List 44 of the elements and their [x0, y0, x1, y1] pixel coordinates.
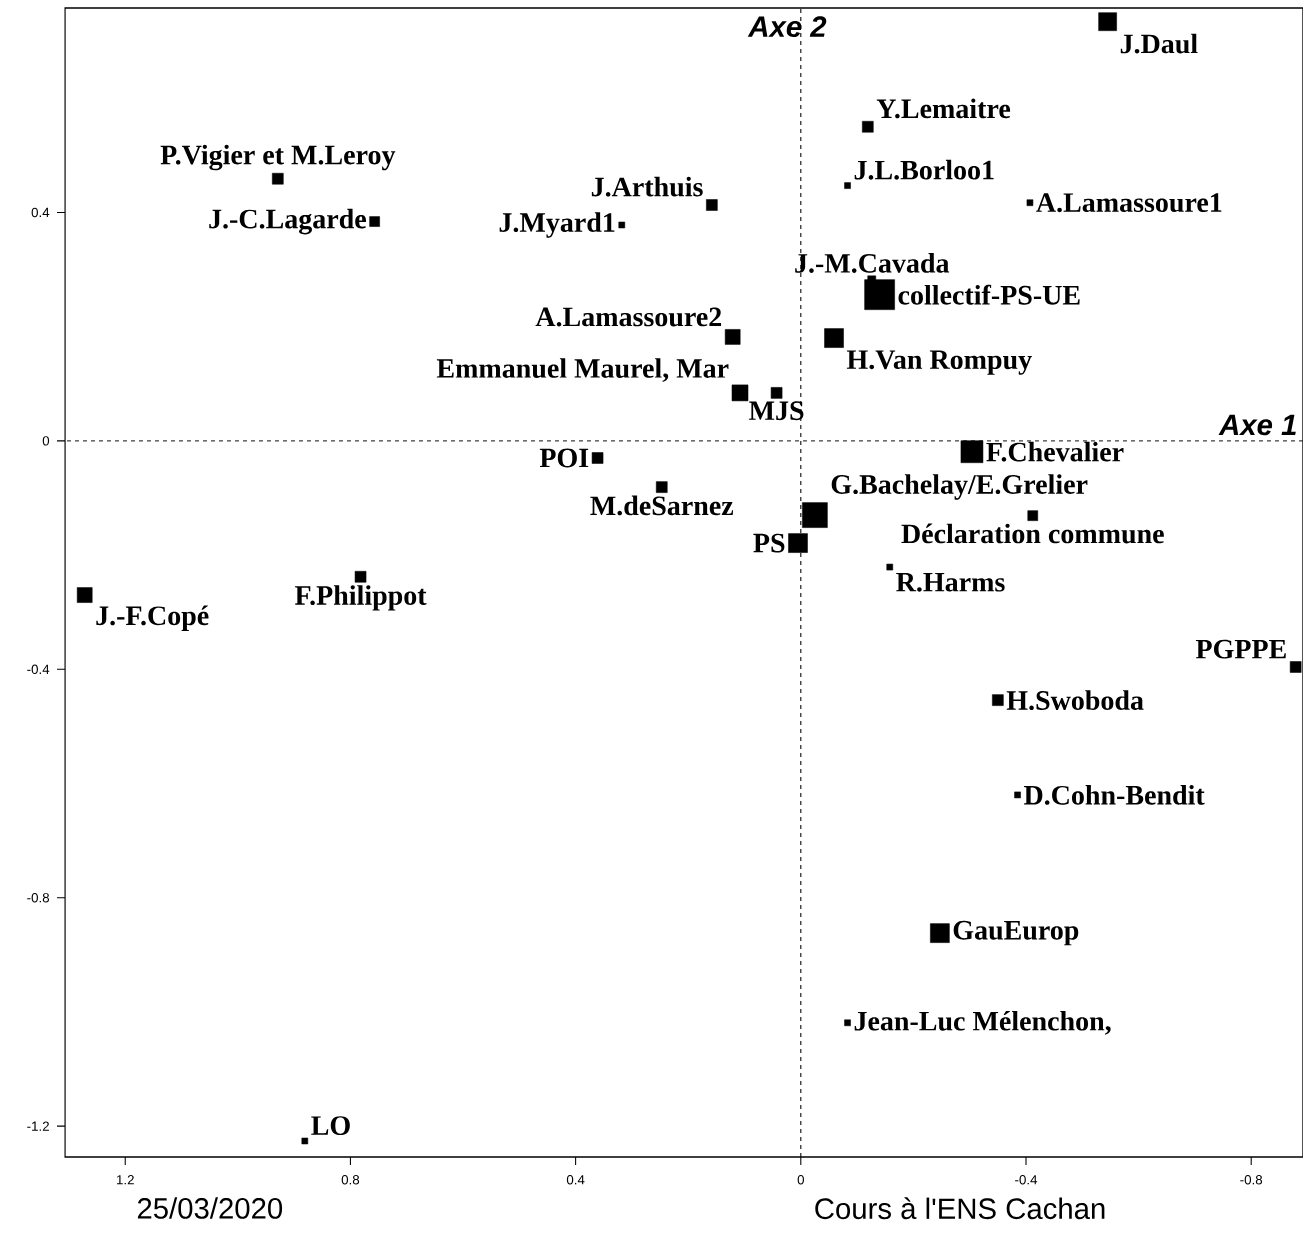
annotation: F.Philippot — [295, 585, 427, 611]
annotation: G.Bachelay/E.Grelier — [831, 474, 1088, 500]
annotation: LO — [311, 1116, 350, 1136]
annotation: P.Vigier et M.Leroy — [160, 144, 396, 171]
annotation: Y.Lemaitre — [876, 98, 1011, 119]
annotation: Déclaration commune — [901, 523, 1164, 544]
x-tick-label: 0.4 — [566, 1175, 585, 1185]
x-tick-label: -0.8 — [1240, 1175, 1263, 1185]
annotation: H.Swoboda — [1006, 690, 1144, 711]
y-tick-label: 0 — [42, 436, 50, 446]
y-tick-label: -0.4 — [27, 664, 50, 674]
annotation: F.Chevalier — [986, 441, 1124, 462]
annotation: J.-M.Cavada — [795, 253, 950, 273]
annotation: PS — [753, 533, 785, 553]
x-tick-label: 0 — [797, 1175, 804, 1185]
annotation: D.Cohn-Bendit — [1023, 785, 1205, 805]
annotation: PGPPE — [1195, 639, 1286, 659]
annotation: GauEurop — [953, 920, 1079, 946]
annotation: J.-F.Copé — [96, 605, 209, 631]
annotation: H.Van Rompuy — [846, 350, 1032, 375]
y-tick-label: 0.4 — [31, 207, 50, 218]
x-tick-label: 1.2 — [116, 1175, 134, 1185]
annotation: J.Daul — [1120, 33, 1198, 54]
annotation: J.Arthuis — [591, 176, 703, 197]
annotation: A.Lamassoure2 — [535, 307, 722, 327]
text: Cours à l'ENS Cachan — [815, 1197, 1105, 1220]
ref-line-label: Axe 1 — [1218, 414, 1296, 436]
y-tick-label: -1.2 — [27, 1121, 49, 1131]
annotation: M.deSarnez — [590, 495, 734, 516]
text: 25/03/2020 — [137, 1197, 283, 1219]
ref-line-label: Axe 2 — [747, 16, 827, 38]
annotation: collectif-PS-UE — [898, 284, 1080, 305]
annotation: A.Lamassoure1 — [1036, 193, 1222, 213]
annotation: POI — [539, 448, 589, 468]
annotation: Jean-Luc Mélenchon, — [854, 1010, 1111, 1035]
annotation: MJS — [749, 401, 804, 421]
annotation: J.Myard1 — [499, 212, 615, 238]
annotation: J.-C.Lagarde — [209, 208, 366, 235]
annotation: Emmanuel Maurel, Mar — [436, 358, 729, 382]
annotation: R.Harms — [896, 572, 1005, 592]
annotation: J.L.Borloo1 — [854, 159, 994, 180]
y-tick-label: -0.8 — [27, 893, 50, 903]
x-tick-label: -0.4 — [1015, 1175, 1038, 1185]
x-tick-label: 0.8 — [341, 1175, 360, 1185]
